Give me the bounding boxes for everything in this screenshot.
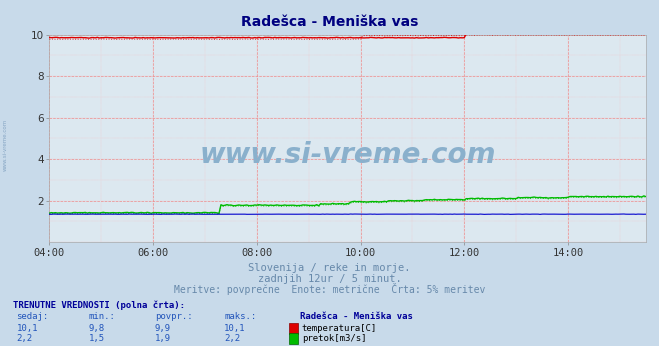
Text: 10,1: 10,1 bbox=[16, 324, 38, 333]
Text: www.si-vreme.com: www.si-vreme.com bbox=[3, 119, 8, 172]
Text: sedaj:: sedaj: bbox=[16, 312, 49, 321]
Text: zadnjih 12ur / 5 minut.: zadnjih 12ur / 5 minut. bbox=[258, 274, 401, 283]
Text: TRENUTNE VREDNOSTI (polna črta):: TRENUTNE VREDNOSTI (polna črta): bbox=[13, 300, 185, 310]
Text: www.si-vreme.com: www.si-vreme.com bbox=[200, 141, 496, 169]
Text: povpr.:: povpr.: bbox=[155, 312, 192, 321]
Text: 9,8: 9,8 bbox=[89, 324, 105, 333]
Text: pretok[m3/s]: pretok[m3/s] bbox=[302, 334, 366, 343]
Text: 2,2: 2,2 bbox=[16, 334, 32, 343]
Text: 2,2: 2,2 bbox=[224, 334, 240, 343]
Text: 10,1: 10,1 bbox=[224, 324, 246, 333]
Text: min.:: min.: bbox=[89, 312, 116, 321]
Text: Radešca - Meniška vas: Radešca - Meniška vas bbox=[300, 312, 413, 321]
Text: maks.:: maks.: bbox=[224, 312, 256, 321]
Text: temperatura[C]: temperatura[C] bbox=[302, 324, 377, 333]
Text: 1,9: 1,9 bbox=[155, 334, 171, 343]
Text: Radešca - Meniška vas: Radešca - Meniška vas bbox=[241, 16, 418, 29]
Text: Meritve: povprečne  Enote: metrične  Črta: 5% meritev: Meritve: povprečne Enote: metrične Črta:… bbox=[174, 283, 485, 295]
Text: Slovenija / reke in morje.: Slovenija / reke in morje. bbox=[248, 263, 411, 273]
Text: 9,9: 9,9 bbox=[155, 324, 171, 333]
Text: 1,5: 1,5 bbox=[89, 334, 105, 343]
